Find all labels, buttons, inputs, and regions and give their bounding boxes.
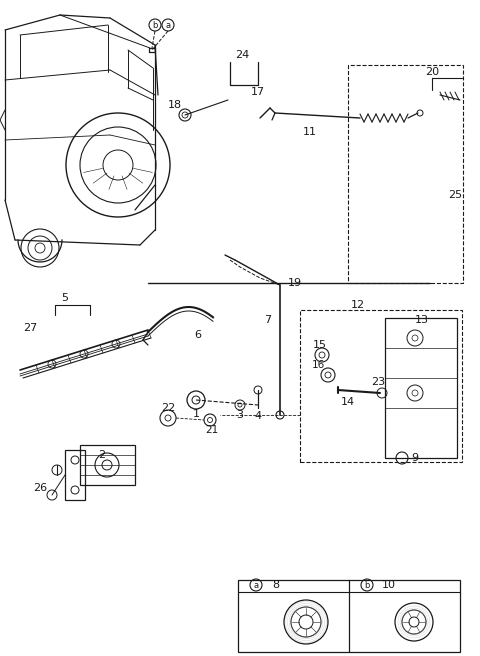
Text: 2: 2 [98, 450, 106, 460]
Text: 4: 4 [254, 411, 262, 421]
Text: 19: 19 [288, 278, 302, 288]
Bar [300, 310, 462, 462]
Text: 9: 9 [411, 453, 419, 463]
Bar [80, 445, 135, 485]
Text: 15: 15 [313, 340, 327, 350]
Text: 8: 8 [273, 580, 279, 590]
Text: 13: 13 [415, 315, 429, 325]
Text: 25: 25 [448, 190, 462, 200]
Text: 5: 5 [61, 293, 69, 303]
Text: 22: 22 [161, 403, 175, 413]
Text: 24: 24 [235, 50, 249, 60]
Bar [65, 450, 85, 500]
Text: 17: 17 [251, 87, 265, 97]
Text: b: b [364, 581, 370, 590]
Text: 3: 3 [237, 410, 243, 420]
Text: 16: 16 [312, 360, 324, 370]
Text: 1: 1 [192, 409, 200, 419]
Text: 7: 7 [264, 315, 272, 325]
Text: 21: 21 [205, 425, 218, 435]
Text: 27: 27 [23, 323, 37, 333]
Text: 6: 6 [194, 330, 202, 340]
Bar [238, 580, 460, 652]
Text: 12: 12 [351, 300, 365, 310]
Text: 18: 18 [168, 100, 182, 110]
Text: 14: 14 [341, 397, 355, 407]
Text: 11: 11 [303, 127, 317, 137]
Text: 10: 10 [382, 580, 396, 590]
Text: a: a [166, 20, 170, 30]
Text: 20: 20 [425, 67, 439, 77]
Bar [385, 318, 457, 458]
Text: b: b [152, 20, 158, 30]
Text: a: a [253, 581, 259, 590]
Bar [348, 65, 463, 283]
Text: 26: 26 [33, 483, 47, 493]
Text: 23: 23 [371, 377, 385, 387]
